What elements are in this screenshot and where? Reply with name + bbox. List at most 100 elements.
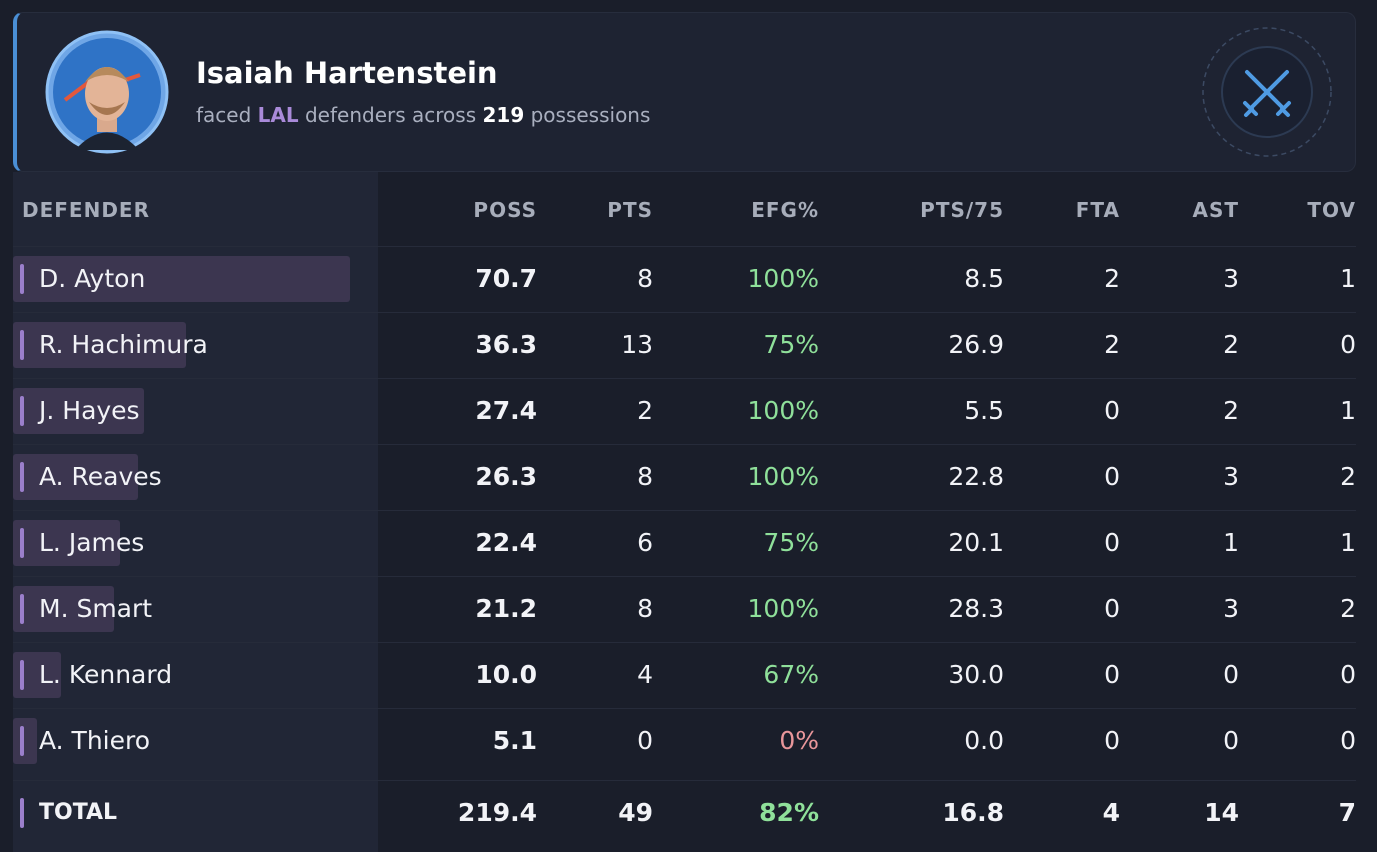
stat-cell: 10.0 — [475, 660, 537, 689]
stat-cell: 1 — [1223, 528, 1239, 557]
subtitle-text: faced — [196, 103, 252, 127]
column-header: PTS/75 — [920, 198, 1004, 222]
stat-cell: 1 — [1340, 528, 1356, 557]
stat-cell: 0.0 — [964, 726, 1004, 755]
stat-cell: 0 — [1104, 462, 1120, 491]
stat-cell: 2 — [1223, 396, 1239, 425]
defender-name: J. Hayes — [39, 396, 140, 425]
stat-cell: 4 — [1102, 798, 1120, 827]
stat-cell: 13 — [621, 330, 653, 359]
possession-bar — [13, 454, 139, 500]
row-accent — [20, 396, 24, 426]
row-separator — [13, 312, 1356, 313]
stat-cell: 3 — [1223, 264, 1239, 293]
stat-cell: 0 — [1104, 726, 1120, 755]
stat-cell: 28.3 — [948, 594, 1004, 623]
stat-cell: 67% — [763, 660, 819, 689]
stat-cell: 0 — [1104, 396, 1120, 425]
stat-cell: 20.1 — [948, 528, 1004, 557]
column-header: FTA — [1075, 198, 1120, 222]
column-header: TOV — [1307, 198, 1356, 222]
defender-name: D. Ayton — [39, 264, 146, 293]
stat-cell: 2 — [1223, 330, 1239, 359]
stat-cell: 82% — [759, 798, 819, 827]
possession-count: 219 — [482, 103, 525, 127]
stat-cell: 0 — [1340, 330, 1356, 359]
defender-name: TOTAL — [39, 800, 118, 825]
column-header: AST — [1192, 198, 1239, 222]
stat-cell: 2 — [1340, 462, 1356, 491]
row-separator — [13, 780, 1356, 781]
stat-cell: 4 — [637, 660, 653, 689]
team-code: LAL — [257, 103, 299, 127]
row-separator — [13, 642, 1356, 643]
defender-name: R. Hachimura — [39, 330, 208, 359]
stat-cell: 0 — [1340, 660, 1356, 689]
column-header: POSS — [473, 198, 537, 222]
stat-cell: 0 — [1340, 726, 1356, 755]
possession-bar — [13, 520, 120, 566]
defender-name: A. Thiero — [39, 726, 151, 755]
stat-cell: 219.4 — [457, 798, 537, 827]
possession-bar — [13, 322, 187, 368]
row-separator — [13, 576, 1356, 577]
column-header: PTS — [607, 198, 653, 222]
stat-cell: 22.4 — [475, 528, 537, 557]
stat-cell: 0 — [637, 726, 653, 755]
row-accent — [20, 726, 24, 756]
stat-cell: 0 — [1223, 660, 1239, 689]
stat-cell: 1 — [1340, 264, 1356, 293]
defender-name: L. Kennard — [39, 660, 173, 689]
stat-cell: 26.9 — [948, 330, 1004, 359]
stat-cell: 100% — [747, 594, 819, 623]
row-separator — [13, 708, 1356, 709]
stat-cell: 5.5 — [964, 396, 1004, 425]
stat-cell: 75% — [763, 330, 819, 359]
stat-cell: 100% — [747, 462, 819, 491]
row-separator — [13, 246, 1356, 247]
stat-cell: 8 — [637, 594, 653, 623]
stat-cell: 14 — [1204, 798, 1239, 827]
stat-cell: 0 — [1104, 528, 1120, 557]
stat-cell: 3 — [1223, 594, 1239, 623]
stat-cell: 6 — [637, 528, 653, 557]
stat-cell: 8 — [637, 462, 653, 491]
player-name: Isaiah Hartenstein — [196, 56, 498, 90]
stat-cell: 21.2 — [475, 594, 537, 623]
possession-bar — [13, 586, 115, 632]
row-separator — [13, 378, 1356, 379]
stat-cell: 22.8 — [948, 462, 1004, 491]
row-accent — [20, 330, 24, 360]
defender-name: L. James — [39, 528, 145, 557]
stat-cell: 8.5 — [964, 264, 1004, 293]
row-accent — [20, 528, 24, 558]
stat-cell: 8 — [637, 264, 653, 293]
stat-cell: 0% — [779, 726, 819, 755]
stat-cell: 49 — [618, 798, 653, 827]
possession-bar — [13, 388, 144, 434]
subtitle-text: possessions — [530, 103, 651, 127]
row-accent — [20, 462, 24, 492]
header-card — [13, 12, 1356, 172]
matchup-icon — [1202, 27, 1332, 157]
stat-cell: 5.1 — [492, 726, 537, 755]
header-subtitle: faced LAL defenders across 219 possessio… — [196, 103, 650, 127]
stat-cell: 16.8 — [942, 798, 1004, 827]
stat-cell: 2 — [1104, 330, 1120, 359]
possession-bar — [13, 256, 351, 302]
row-accent — [20, 660, 24, 690]
stat-cell: 0 — [1104, 660, 1120, 689]
player-avatar — [45, 30, 169, 154]
stat-cell: 3 — [1223, 462, 1239, 491]
row-accent — [20, 594, 24, 624]
row-separator — [13, 444, 1356, 445]
column-header: EFG% — [751, 198, 819, 222]
stat-cell: 36.3 — [475, 330, 537, 359]
stat-cell: 2 — [1104, 264, 1120, 293]
stat-cell: 26.3 — [475, 462, 537, 491]
possession-bar — [13, 718, 38, 764]
row-accent — [20, 264, 24, 294]
stat-cell: 0 — [1104, 594, 1120, 623]
